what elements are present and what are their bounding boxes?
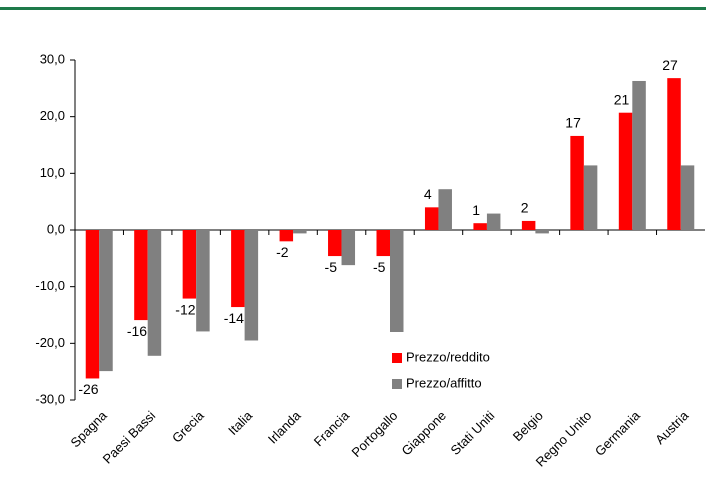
y-tick-label: -20,0 — [35, 335, 65, 350]
bar — [390, 230, 404, 332]
bar — [486, 213, 501, 230]
x-tick-label: Portogallo — [349, 408, 401, 460]
bar — [231, 230, 245, 308]
data-label: -12 — [175, 301, 195, 317]
x-tick-label: Irlanda — [265, 407, 304, 446]
bar — [632, 80, 646, 230]
x-tick-label: Italia — [225, 407, 256, 438]
x-tick-label: Stati Uniti — [448, 408, 498, 458]
x-tick-label: Austria — [652, 407, 692, 447]
x-tick-label: Belgio — [510, 408, 546, 444]
bar — [196, 230, 210, 332]
y-tick-label: 0,0 — [47, 221, 65, 236]
x-tick-label: Francia — [311, 407, 353, 449]
bar — [341, 230, 356, 266]
bar — [182, 230, 197, 299]
data-label: -26 — [78, 381, 98, 397]
legend-swatch — [392, 353, 402, 363]
bar — [521, 220, 536, 230]
x-tick-label: Paesi Bassi — [100, 408, 159, 467]
x-tick-label: Giappone — [399, 408, 449, 458]
bar — [293, 230, 307, 234]
bar — [376, 230, 390, 257]
y-tick-label: 10,0 — [40, 165, 65, 180]
data-label: 17 — [565, 115, 581, 131]
data-label: 4 — [424, 186, 432, 202]
header-rule — [0, 7, 706, 10]
bar — [473, 223, 487, 230]
data-label: 21 — [614, 91, 630, 107]
bar — [680, 165, 695, 230]
bar — [583, 165, 598, 230]
data-label: -5 — [325, 259, 338, 275]
data-label: -14 — [224, 310, 244, 326]
bar — [424, 207, 439, 230]
bar — [99, 230, 113, 372]
data-label: -5 — [373, 259, 386, 275]
data-label: -16 — [127, 323, 147, 339]
data-label: -2 — [276, 244, 289, 260]
legend-swatch — [392, 379, 402, 389]
data-label: 2 — [521, 200, 529, 216]
bar — [570, 135, 584, 230]
bar — [279, 230, 294, 242]
bar — [535, 230, 549, 234]
legend-label: Prezzo/reddito — [406, 349, 490, 364]
y-tick-label: 30,0 — [40, 51, 65, 66]
data-label: 1 — [472, 202, 480, 218]
x-tick-label: Grecia — [169, 407, 207, 445]
bar — [328, 230, 342, 257]
bar — [147, 230, 162, 356]
bar — [667, 78, 681, 230]
x-tick-label: Spagna — [67, 407, 110, 450]
data-label: 27 — [662, 57, 678, 73]
bar — [244, 230, 259, 341]
x-tick-label: Germania — [592, 407, 644, 459]
bar — [618, 112, 633, 230]
y-tick-label: 20,0 — [40, 108, 65, 123]
bar — [134, 230, 148, 321]
y-tick-label: -30,0 — [35, 391, 65, 406]
bar — [85, 230, 100, 379]
y-tick-label: -10,0 — [35, 278, 65, 293]
bar — [438, 189, 452, 230]
legend-label: Prezzo/affitto — [406, 375, 482, 390]
